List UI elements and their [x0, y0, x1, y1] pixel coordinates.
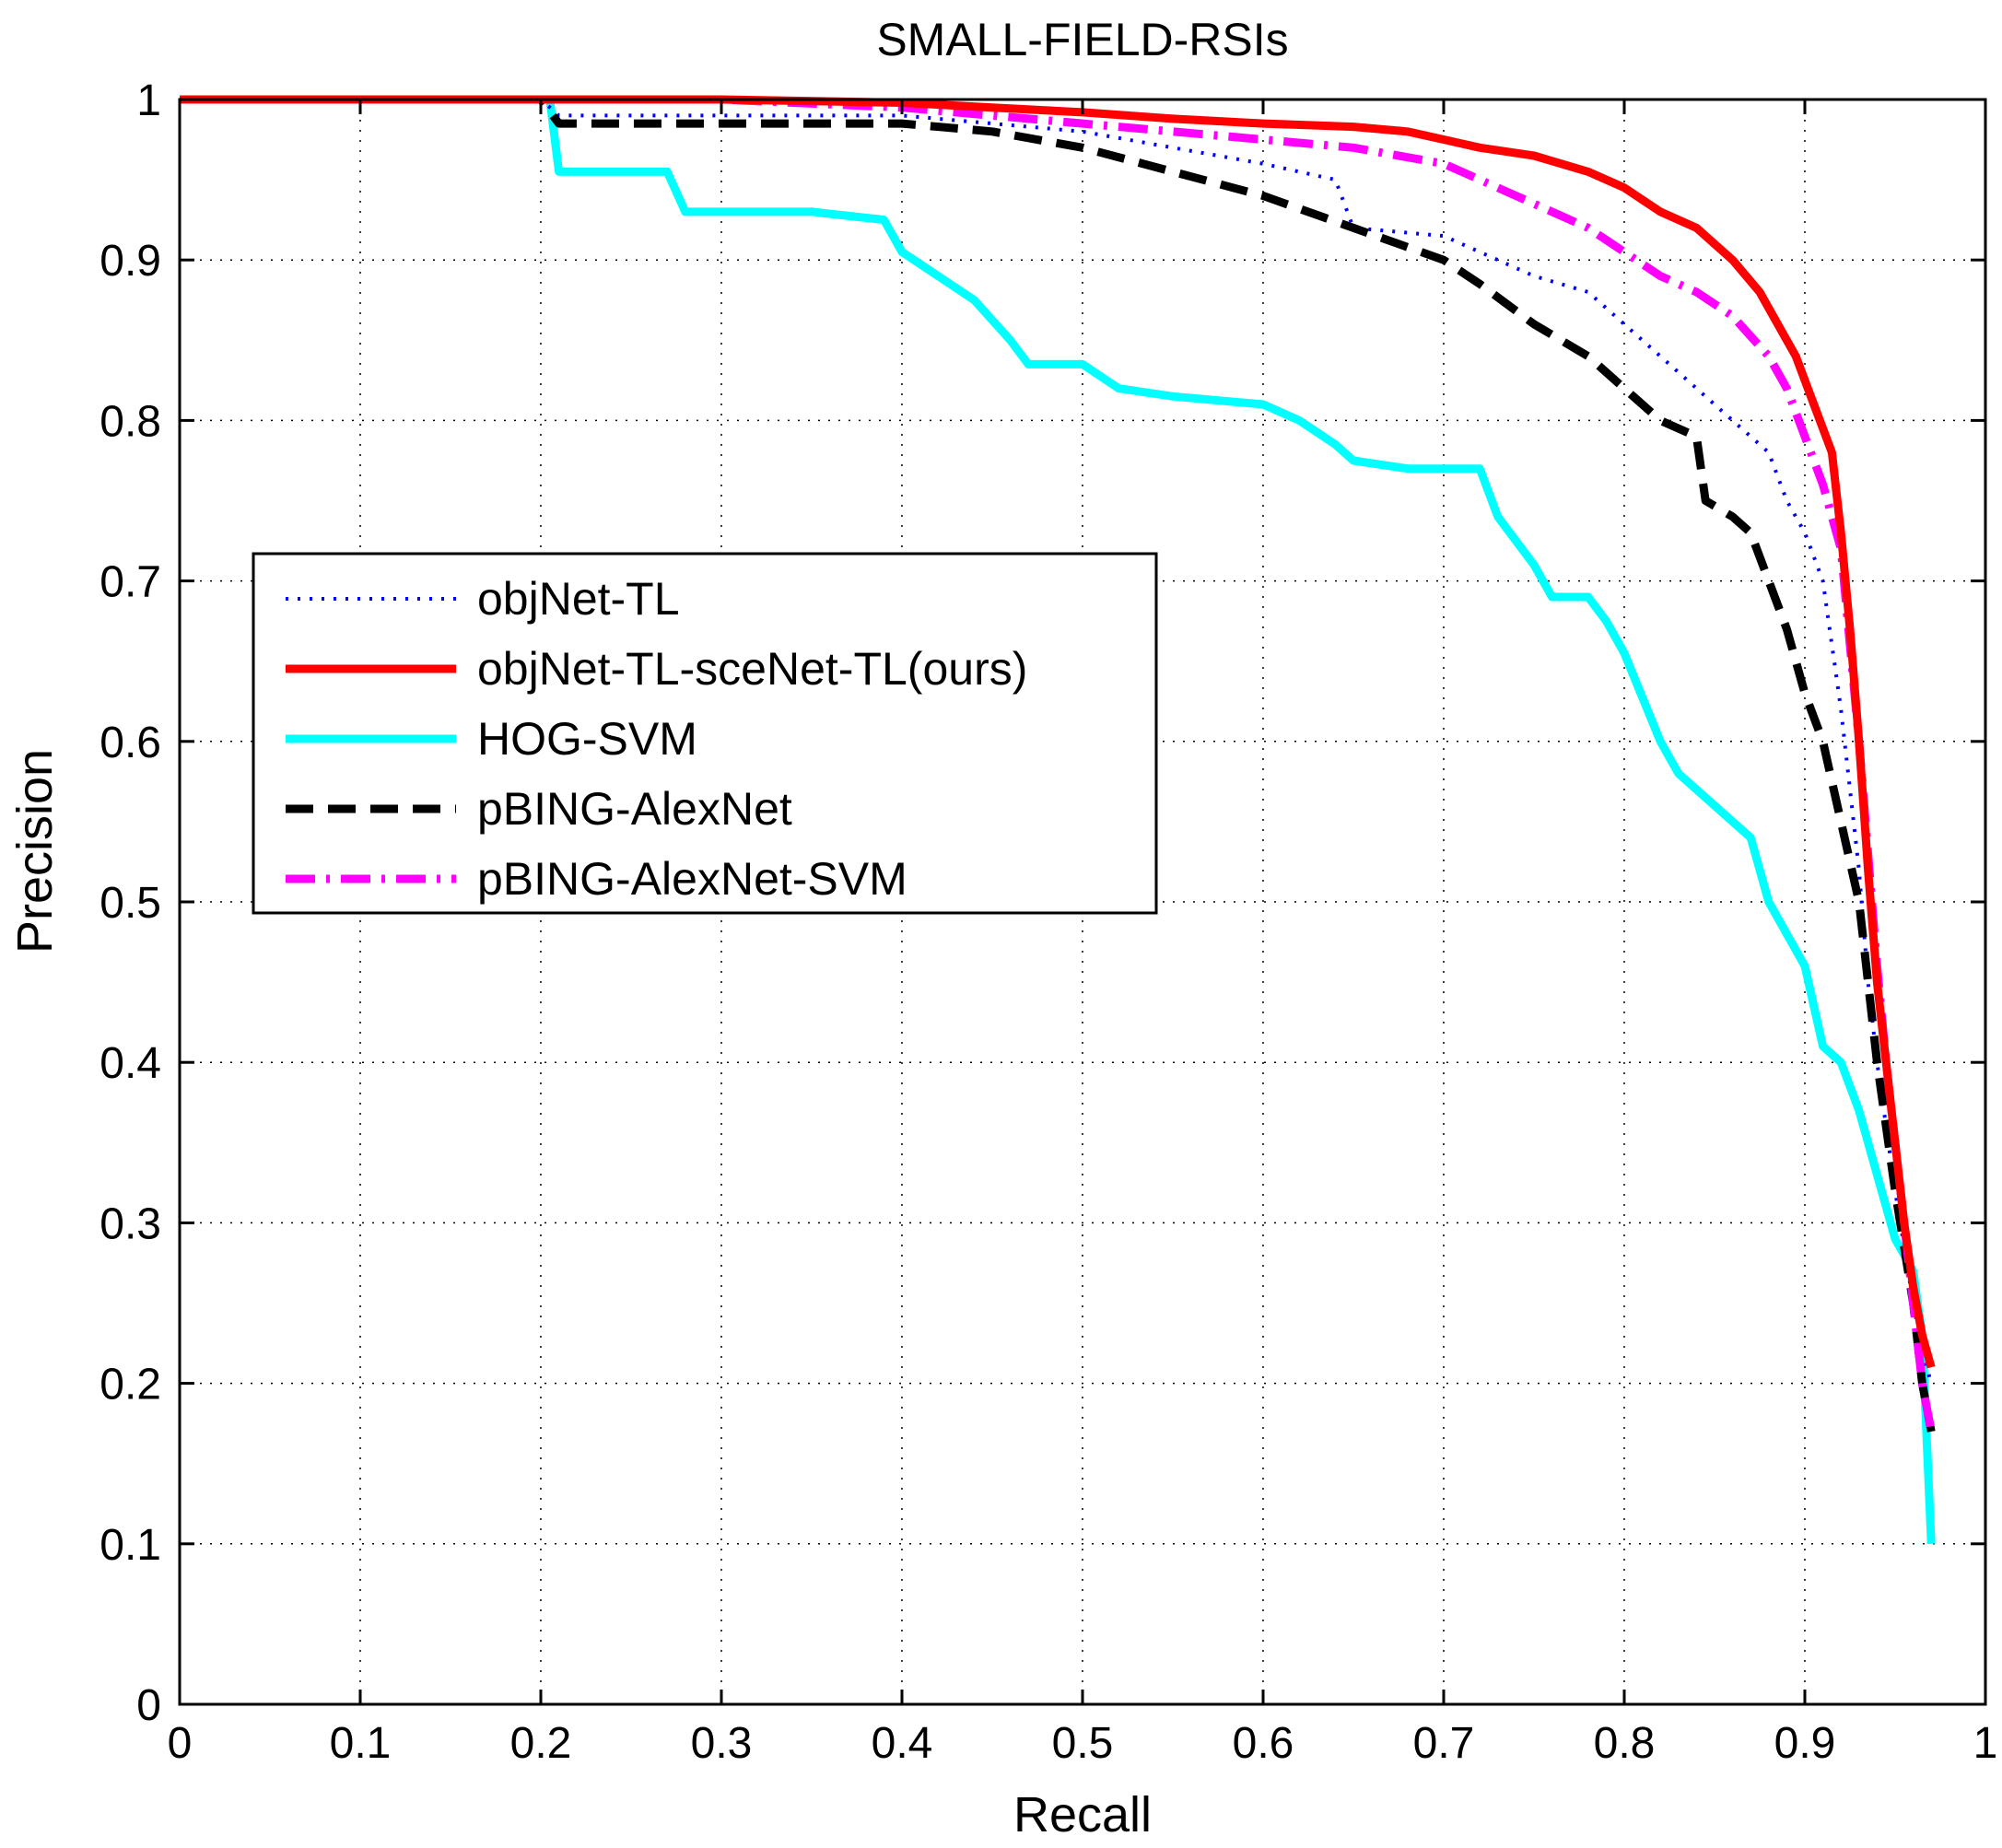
- legend-label: objNet-TL: [477, 573, 680, 625]
- data-series: [180, 95, 1936, 1544]
- y-tick-label: 0.8: [100, 397, 161, 446]
- series-line-2: [180, 95, 1936, 1544]
- x-axis-label: Recall: [1013, 1787, 1152, 1842]
- series-line-4: [180, 95, 1936, 1433]
- x-tick-label: 0: [168, 1719, 193, 1768]
- legend-box: [252, 552, 1158, 915]
- series-line-1: [180, 95, 1936, 1369]
- x-tick-label: 0.1: [330, 1719, 392, 1768]
- chart-title: SMALL-FIELD-RSIs: [876, 14, 1288, 65]
- x-tick-label: 0.6: [1233, 1719, 1294, 1768]
- x-tick-label: 0.2: [510, 1719, 572, 1768]
- x-tick-label: 0.7: [1413, 1719, 1475, 1768]
- y-tick-label: 0.6: [100, 719, 161, 767]
- x-tick-label: 0.4: [872, 1719, 933, 1768]
- x-tick-label: 0.9: [1774, 1719, 1836, 1768]
- y-tick-label: 0.9: [100, 237, 161, 286]
- series-line-3: [180, 95, 1936, 1433]
- x-tick-label: 0.8: [1594, 1719, 1656, 1768]
- legend-label: pBING-AlexNet-SVM: [477, 853, 907, 905]
- x-tick-label: 1: [1973, 1719, 1998, 1768]
- axis-ticks: 0 0.1 0.2 0.3 0.4 0.5 0.6 0.7 0.8 0.9 1 0 0.1 0.2 0.3 0…: [100, 76, 1997, 1768]
- y-tick-label: 0.5: [100, 879, 161, 928]
- y-tick-label: 0: [136, 1681, 161, 1730]
- y-axis-label: Precision: [7, 749, 63, 953]
- y-tick-label: 0.4: [100, 1039, 161, 1088]
- y-tick-label: 0.1: [100, 1521, 161, 1570]
- y-tick-label: 0.3: [100, 1199, 161, 1248]
- x-tick-label: 0.5: [1052, 1719, 1114, 1768]
- y-tick-label: 0.7: [100, 558, 161, 607]
- y-tick-label: 1: [136, 76, 161, 125]
- legend: objNet-TL objNet-TL-sceNet-TL(ours) HOG-SV…: [252, 552, 1158, 915]
- legend-label: pBING-AlexNet: [477, 783, 792, 835]
- legend-label: objNet-TL-sceNet-TL(ours): [477, 643, 1027, 695]
- legend-label: HOG-SVM: [477, 713, 697, 765]
- x-tick-label: 0.3: [691, 1719, 753, 1768]
- y-tick-label: 0.2: [100, 1361, 161, 1409]
